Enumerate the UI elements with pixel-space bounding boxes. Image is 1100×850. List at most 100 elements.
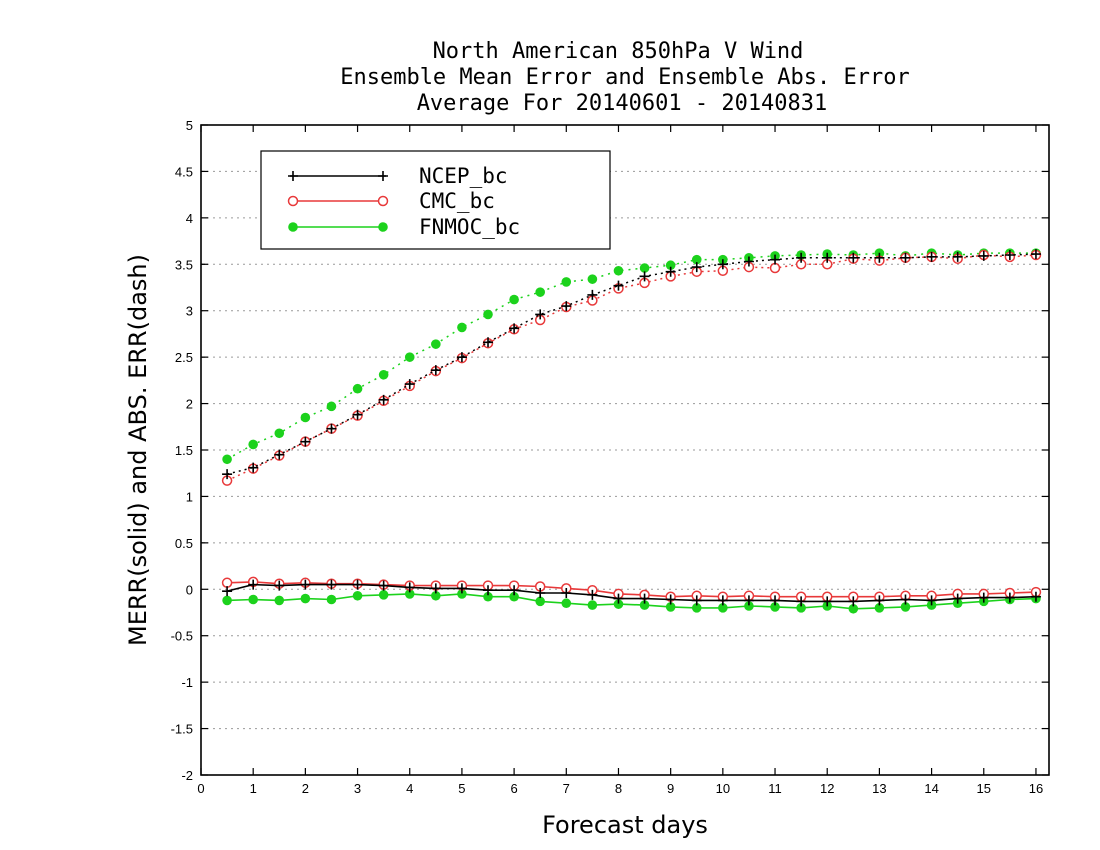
fnmoc-bc-merr-point [587, 600, 598, 610]
fnmoc-bc-merr-point [770, 602, 780, 612]
fnmoc-bc-abs-err-point [613, 265, 624, 276]
ncep-bc-abs-err-point [456, 352, 467, 363]
ncep-bc-merr-point [378, 580, 389, 591]
ncep-bc-abs-err-line [226, 253, 1037, 475]
y-tick-label: 1 [186, 489, 193, 504]
cmc-bc-abs-err-line [226, 254, 1037, 482]
y-tick-label: 2.5 [175, 350, 193, 365]
fnmoc-bc-abs-err-point [587, 274, 598, 284]
x-tick-label: 11 [768, 781, 782, 796]
ncep-bc-merr-point [430, 583, 441, 594]
fnmoc-bc-merr-point [848, 603, 859, 614]
ncep-bc-merr-point [404, 582, 415, 593]
fnmoc-bc-merr-point [561, 598, 572, 609]
ncep-bc-merr-point [691, 595, 702, 606]
legend-marker-fnmoc-bc [288, 222, 298, 232]
ncep-bc-merr-point [561, 588, 572, 598]
ncep-bc-merr-point [300, 579, 311, 590]
x-tick-label: 16 [1029, 781, 1043, 796]
ncep-bc-abs-err-point [822, 252, 833, 263]
fnmoc-bc-merr-point [691, 603, 702, 613]
fnmoc-bc-merr-point [248, 594, 258, 605]
y-tick-label: -1.5 [171, 722, 193, 737]
ncep-bc-abs-err-point [926, 251, 937, 262]
ncep-bc-abs-err-point [300, 436, 311, 447]
x-axis-ticks: 0 1 2 3 4 5 6 7 8 9 10 11 12 13 14 15 16 [197, 125, 1043, 796]
title-line-1: North American 850hPa V Wind [433, 39, 804, 64]
x-tick-label: 13 [872, 781, 886, 796]
y-tick-label: 5 [186, 118, 193, 133]
gridlines [201, 170, 1049, 730]
y-tick-label: 4.5 [175, 164, 193, 179]
x-tick-label: 10 [716, 781, 730, 796]
ncep-bc-merr-point [952, 593, 963, 604]
series-fnmoc-bc [222, 248, 1041, 614]
ncep-bc-abs-err-point [691, 262, 702, 273]
ncep-bc-abs-err-point [274, 449, 285, 460]
fnmoc-bc-merr-point [744, 601, 754, 611]
y-tick-label: -1 [181, 675, 193, 690]
fnmoc-bc-merr-point [639, 600, 650, 610]
x-tick-label: 12 [820, 781, 834, 796]
fnmoc-bc-merr-point [378, 590, 389, 600]
ncep-bc-abs-err-point [430, 365, 441, 376]
y-axis-label: MERR(solid) and ABS. ERR(dash) [124, 254, 152, 646]
fnmoc-bc-merr-point [300, 593, 311, 604]
fnmoc-bc-abs-err-point [457, 322, 467, 333]
ncep-bc-abs-err-point [952, 251, 963, 262]
ncep-bc-abs-err-point [404, 379, 415, 390]
fnmoc-bc-merr-point [665, 602, 676, 612]
ncep-bc-abs-err-point [978, 250, 989, 261]
fnmoc-bc-merr-point [509, 591, 519, 602]
y-tick-label: -0.5 [171, 629, 193, 644]
fnmoc-bc-merr-point [222, 595, 232, 606]
ncep-bc-abs-err-point [561, 301, 572, 312]
series-cmc-bc [221, 249, 1042, 602]
y-tick-label: 3.5 [175, 257, 193, 272]
fnmoc-bc-merr-point [535, 596, 545, 607]
cmc-bc-abs-err-point [769, 262, 781, 274]
y-tick-label: 1.5 [175, 443, 193, 458]
x-tick-label: 7 [563, 781, 570, 796]
ncep-bc-merr-point [274, 580, 285, 591]
legend-label-ncep-bc: NCEP_bc [419, 164, 508, 188]
ncep-bc-abs-err-point [1030, 249, 1041, 260]
x-tick-label: 5 [458, 781, 465, 796]
fnmoc-bc-merr-point [718, 603, 728, 613]
fnmoc-bc-merr-point [613, 599, 624, 609]
fnmoc-bc-abs-err-point [274, 428, 285, 439]
ncep-bc-merr-point [352, 579, 363, 590]
y-tick-label: 4 [186, 211, 193, 226]
fnmoc-bc-abs-err-point [535, 287, 545, 297]
ncep-bc-merr-point [248, 579, 259, 590]
ncep-bc-merr-point [978, 592, 989, 603]
x-tick-label: 2 [302, 781, 309, 796]
ncep-bc-abs-err-point [717, 259, 728, 270]
x-tick-label: 3 [354, 781, 361, 796]
ncep-bc-merr-point [456, 583, 467, 594]
ncep-bc-merr-point [822, 596, 833, 607]
ncep-bc-merr-point [1030, 591, 1041, 602]
ncep-bc-abs-err-point [352, 409, 363, 420]
ncep-bc-merr-point [796, 596, 807, 607]
y-tick-label: 0.5 [175, 536, 193, 551]
fnmoc-bc-merr-point [326, 594, 337, 605]
ncep-bc-merr-point [874, 595, 885, 606]
ncep-bc-merr-point [509, 585, 520, 596]
ncep-bc-abs-err-point [796, 252, 807, 263]
x-tick-label: 8 [615, 781, 622, 796]
fnmoc-bc-abs-err-point [483, 309, 493, 320]
legend-marker-ncep-bc [288, 171, 298, 181]
fnmoc-bc-merr-point [874, 603, 885, 613]
ncep-bc-abs-err-point [1004, 250, 1015, 260]
fnmoc-bc-abs-err-point [691, 254, 702, 265]
legend-marker-cmc-bc [287, 195, 299, 207]
ncep-bc-abs-err-point [326, 423, 337, 434]
ncep-bc-merr-point [665, 594, 676, 605]
ncep-bc-abs-err-point [378, 394, 389, 405]
ncep-bc-merr-point [222, 586, 233, 597]
legend-marker-ncep-bc [378, 171, 388, 181]
